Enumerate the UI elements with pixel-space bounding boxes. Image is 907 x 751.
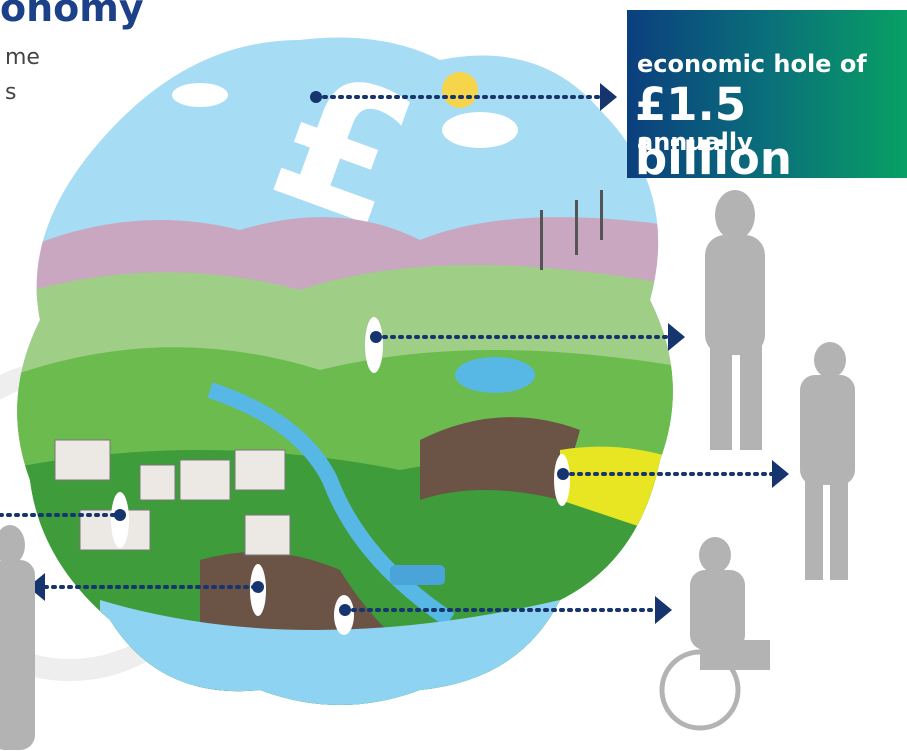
bus (390, 565, 445, 585)
callout-box: economic hole of £1.5 billion annually (627, 10, 907, 178)
lake (455, 357, 535, 393)
cloud (442, 112, 518, 148)
page: £ (0, 0, 907, 751)
text-fragment: me (5, 45, 40, 70)
callout-line: annually (637, 128, 753, 156)
text-fragment: s (5, 80, 16, 105)
sun (442, 72, 478, 108)
callout-line: economic hole of (637, 50, 867, 78)
title: onomy (0, 0, 144, 30)
cloud (172, 83, 228, 107)
